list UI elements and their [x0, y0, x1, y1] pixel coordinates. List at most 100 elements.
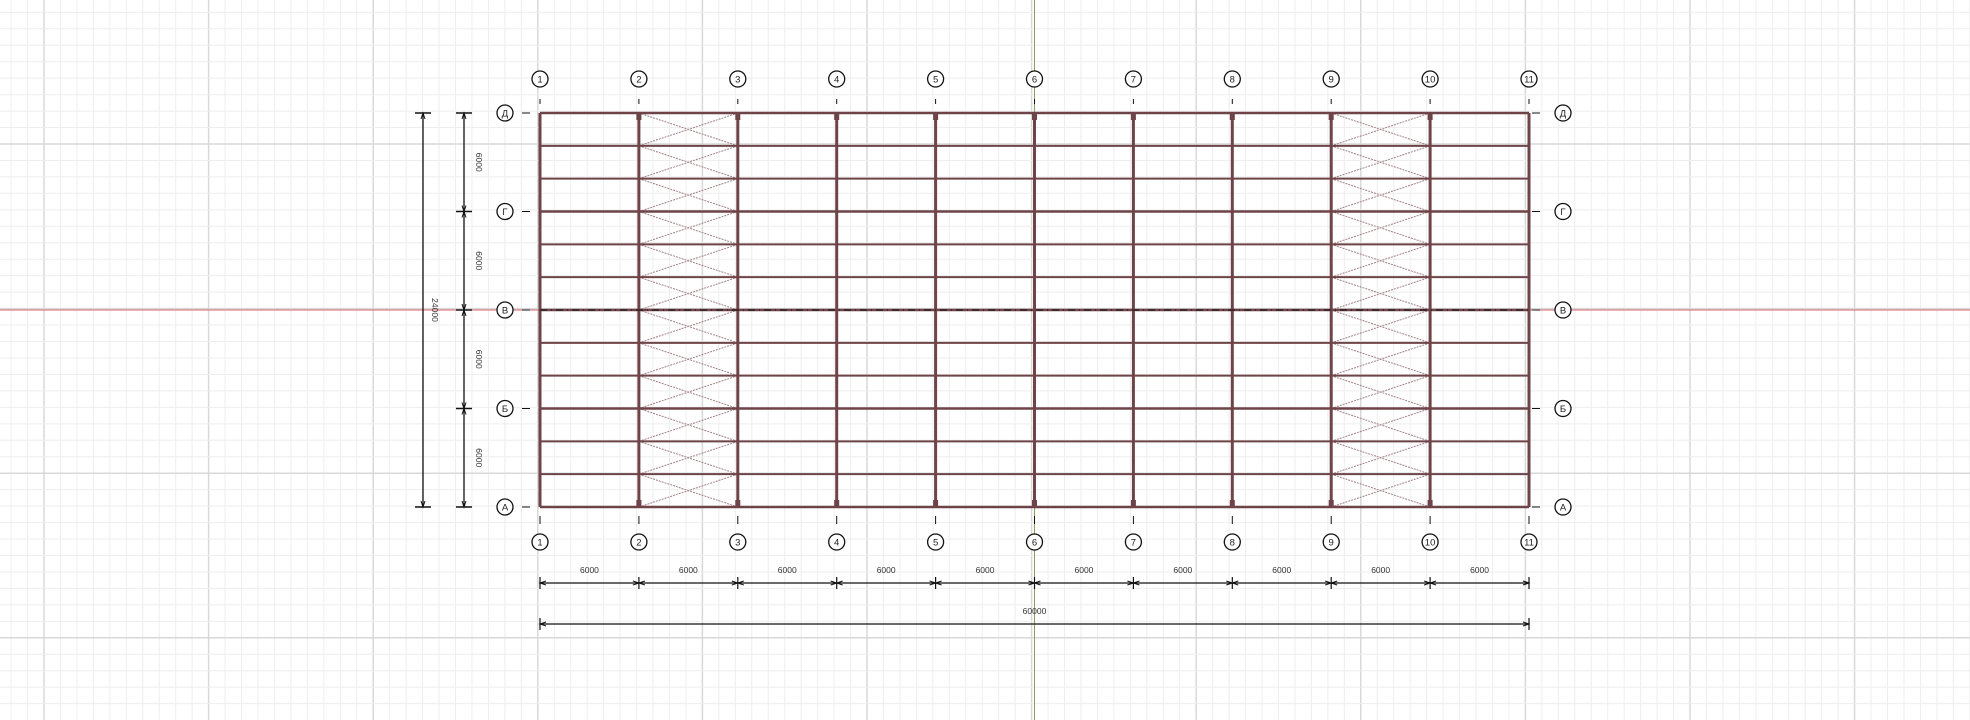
column-top-marker — [834, 113, 840, 120]
column-top-marker — [1032, 113, 1037, 120]
bracing-member — [638, 211, 738, 245]
overall-length-text: 60000 — [1023, 606, 1047, 616]
bracing-member — [638, 408, 738, 442]
dimension-arrow — [420, 500, 426, 509]
column-axis-bottom-circle — [926, 533, 945, 551]
column-axis-bottom-circle — [531, 533, 549, 551]
column-axis-top-label: 3 — [735, 75, 740, 86]
column-bottom-marker — [1130, 500, 1136, 507]
bay-dimension-text: 6000 — [1173, 565, 1192, 575]
column-bottom-marker — [1229, 500, 1235, 507]
dimension-arrow — [461, 500, 467, 509]
bracing-member — [638, 145, 738, 180]
column-axis-top-circle — [1421, 70, 1439, 88]
dimension-arrow — [1428, 580, 1437, 586]
row-axis-right-circle — [1554, 301, 1572, 319]
dimension-arrow — [461, 406, 467, 415]
column-top-marker — [735, 113, 741, 120]
row-axis-left-circle — [496, 301, 514, 319]
bay-dimension-text: 6000 — [1272, 565, 1291, 575]
column-axis-top-label: 2 — [636, 75, 641, 86]
row-axis-right-label: А — [1560, 503, 1567, 514]
bracing-member — [1331, 276, 1431, 311]
row-axis-left-label: Б — [502, 404, 508, 415]
dimension-arrow — [461, 209, 467, 218]
column-top-marker — [1328, 113, 1334, 120]
bracing-member — [1331, 342, 1431, 377]
bay-dimension-text: 6000 — [877, 565, 896, 575]
row-axis-right-label: Б — [1560, 404, 1566, 415]
column-axis-bottom-label: 2 — [636, 538, 641, 549]
bracing-member — [638, 276, 738, 311]
row-axis-left-circle — [496, 498, 514, 516]
bracing-member — [1331, 408, 1431, 442]
column-axis-top-label: 10 — [1425, 75, 1436, 86]
row-axis-left-label: Г — [502, 207, 507, 218]
bay-dimension-text: 6000 — [976, 565, 995, 575]
column-top-marker — [1427, 113, 1433, 120]
dimension-arrow — [1230, 580, 1239, 586]
column-axis-bottom-circle — [1223, 533, 1241, 551]
row-axis-left-circle — [496, 104, 514, 122]
column-bottom-marker — [1427, 500, 1433, 507]
row-axis-left-label: В — [502, 306, 508, 317]
row-axis-right-circle — [1554, 498, 1572, 516]
bracing-member — [638, 178, 738, 212]
column-axis-bottom-circle — [1025, 533, 1044, 551]
bracing-member — [638, 375, 738, 409]
column-axis-bottom-label: 3 — [735, 538, 740, 549]
overall-width-text: 24000 — [430, 298, 440, 322]
row-axis-right-circle — [1554, 399, 1572, 418]
bracing-member — [1331, 309, 1431, 344]
row-axis-right-label: Д — [1560, 109, 1567, 120]
column-axis-top-label: 4 — [834, 75, 839, 86]
column-axis-top-circle — [1223, 70, 1241, 88]
dimension-arrow — [1032, 580, 1041, 586]
bracing-member — [1331, 178, 1431, 212]
column-bottom-marker — [834, 500, 840, 507]
column-axis-top-circle — [1025, 70, 1044, 88]
column-axis-bottom-circle — [1124, 533, 1143, 551]
column-top-marker — [933, 113, 939, 120]
row-axis-right-label: В — [1560, 306, 1566, 317]
bracing-member — [1331, 375, 1431, 409]
bay-dimension-text: 6000 — [1371, 565, 1390, 575]
column-axis-top-label: 5 — [933, 75, 938, 86]
bracing-member — [1331, 440, 1431, 475]
column-axis-bottom-label: 7 — [1131, 538, 1136, 549]
bracing-member — [1331, 243, 1431, 278]
column-axis-top-label: 6 — [1032, 75, 1037, 86]
column-axis-bottom-label: 10 — [1425, 538, 1436, 549]
column-axis-bottom-label: 9 — [1329, 538, 1334, 549]
span-dimension-text: 6000 — [474, 153, 484, 172]
dimension-arrow — [420, 111, 426, 120]
column-axis-bottom-circle — [1421, 533, 1439, 551]
column-axis-bottom-circle — [828, 533, 846, 551]
dimension-arrow — [835, 580, 843, 586]
column-axis-top-circle — [1322, 70, 1340, 88]
dimension-arrow — [1329, 580, 1338, 586]
column-axis-top-circle — [828, 70, 846, 88]
column-bottom-marker — [1032, 500, 1037, 507]
bay-dimension-text: 6000 — [1470, 565, 1489, 575]
column-axis-top-circle — [729, 70, 747, 88]
row-axis-right-circle — [1554, 104, 1572, 122]
bay-dimension-text: 6000 — [778, 565, 797, 575]
dimension-arrow — [461, 308, 467, 317]
bracing-member — [638, 243, 738, 278]
dimension-arrow — [736, 580, 744, 586]
dimensions: 6000 6000 6000 6000 6000 6000 6000 6000 6000 6000… — [415, 111, 1531, 630]
row-axis-left-circle — [496, 202, 514, 221]
span-dimension-text: 6000 — [474, 350, 484, 369]
column-axis-bottom-circle — [1520, 533, 1538, 551]
column-axis-top-label: 7 — [1131, 75, 1136, 86]
column-axis-bottom-label: 1 — [537, 538, 542, 549]
bracing-member — [1331, 145, 1431, 180]
bay-dimension-text: 6000 — [580, 565, 599, 575]
dimension-arrow — [538, 580, 547, 586]
